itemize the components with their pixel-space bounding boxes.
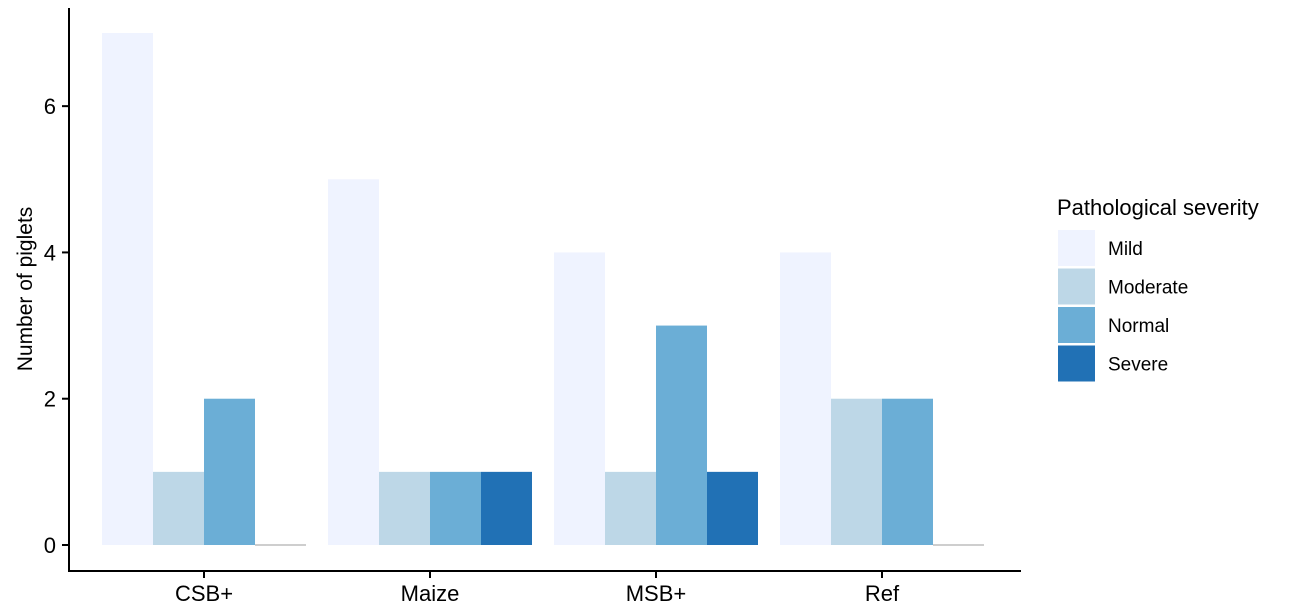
bar-severe-maize	[481, 471, 532, 545]
x-tick-label: Maize	[401, 581, 460, 606]
x-axis-ticks: CSB+ Maize MSB+ Ref	[175, 571, 900, 606]
legend-swatch-moderate	[1058, 268, 1095, 305]
bar-mild-csb	[102, 33, 153, 545]
bar-normal-msb	[656, 325, 707, 545]
y-tick-label: 4	[44, 240, 56, 265]
y-tick-label: 2	[44, 387, 56, 412]
legend-swatch-normal	[1058, 307, 1095, 343]
bar-moderate-csb	[153, 471, 204, 545]
bar-moderate-maize	[379, 471, 430, 545]
legend: Pathological severity Mild Moderate Normal…	[1057, 195, 1259, 382]
legend-swatch-mild	[1058, 230, 1095, 266]
y-tick-label: 0	[44, 533, 56, 558]
legend-swatch-severe	[1058, 345, 1095, 382]
y-axis-title: Number of piglets	[14, 207, 37, 372]
legend-label-mild: Mild	[1108, 239, 1143, 260]
legend-label-moderate: Moderate	[1108, 278, 1188, 299]
bars-group	[102, 33, 984, 546]
y-tick-label: 6	[44, 94, 56, 119]
x-tick-label: CSB+	[175, 581, 233, 606]
x-tick-label: MSB+	[626, 581, 687, 606]
bar-severe-msb	[707, 471, 758, 545]
legend-label-normal: Normal	[1108, 316, 1169, 337]
y-axis-ticks: 0 2 4 6	[44, 94, 69, 558]
bar-moderate-msb	[605, 471, 656, 545]
legend-title: Pathological severity	[1057, 195, 1259, 220]
bar-normal-csb	[204, 398, 255, 545]
bar-moderate-ref	[831, 398, 882, 545]
bar-mild-ref	[780, 252, 831, 545]
bar-mild-maize	[328, 179, 379, 546]
x-tick-label: Ref	[865, 581, 900, 606]
bar-normal-ref	[882, 398, 933, 545]
legend-label-severe: Severe	[1108, 355, 1168, 376]
bar-mild-msb	[554, 252, 605, 545]
bar-normal-maize	[430, 471, 481, 545]
